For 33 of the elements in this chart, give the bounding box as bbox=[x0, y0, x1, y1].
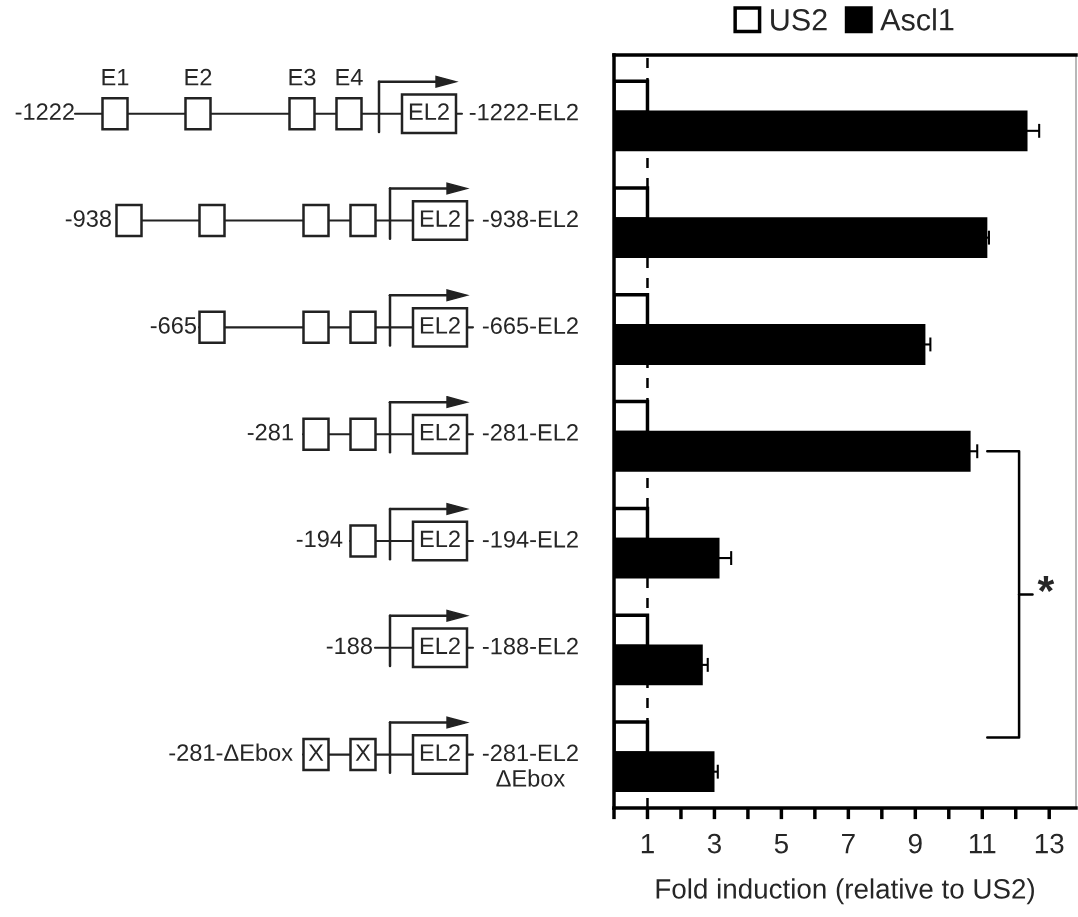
y-tick-label: -194-EL2 bbox=[482, 530, 578, 548]
legend-label: US2 bbox=[771, 8, 827, 31]
y-tick-label: -665-EL2 bbox=[482, 317, 578, 335]
x-tick-label: 7 bbox=[842, 834, 855, 854]
y-tick-label: -188-EL2 bbox=[482, 637, 578, 655]
legend-label: Ascl1 bbox=[880, 8, 954, 31]
text: E3 bbox=[289, 68, 316, 86]
x-axis-title: Fold induction (relative to US2) bbox=[656, 878, 1034, 905]
text: -188 bbox=[326, 637, 372, 655]
text: -938 bbox=[65, 210, 111, 227]
x-tick-label: 5 bbox=[774, 834, 788, 854]
y-tick-label: -281-EL2 ΔEbox bbox=[482, 744, 578, 787]
text: -665 bbox=[150, 316, 197, 334]
y-tick-label: -1222-EL2 bbox=[469, 103, 578, 121]
text: -194 bbox=[296, 530, 343, 548]
text: EL2 bbox=[409, 103, 449, 120]
x-tick-label: 11 bbox=[969, 834, 996, 854]
text: -1222 bbox=[15, 103, 74, 120]
x-tick-label: 13 bbox=[1035, 833, 1064, 854]
text: E1 bbox=[102, 69, 129, 86]
x-tick-label: 1 bbox=[641, 834, 654, 854]
x-tick-label: 9 bbox=[908, 833, 922, 854]
annotation: * bbox=[1037, 575, 1055, 592]
x-tick-label: 3 bbox=[707, 833, 721, 854]
y-tick-label: -938-EL2 bbox=[482, 210, 578, 228]
text: -281 bbox=[247, 423, 293, 441]
text: EL2 bbox=[420, 637, 460, 654]
text: E4 bbox=[336, 69, 363, 86]
text: E2 bbox=[185, 68, 212, 86]
text: -281-ΔEbox bbox=[169, 743, 293, 761]
text: EL2 bbox=[420, 316, 460, 334]
y-tick-label: -281-EL2 bbox=[482, 424, 578, 441]
text: EL2 bbox=[420, 210, 460, 227]
